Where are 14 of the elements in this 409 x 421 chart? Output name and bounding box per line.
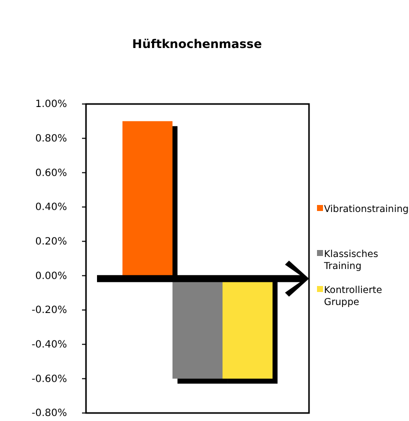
- y-tick-label: -0.80%: [32, 408, 67, 420]
- y-tick-label: -0.20%: [32, 305, 67, 316]
- y-tick-label: 0.40%: [35, 202, 67, 214]
- y-tick-label: 1.00%: [35, 99, 67, 110]
- y-tick-label: -0.60%: [32, 374, 67, 385]
- y-tick-label: -0.40%: [32, 340, 67, 351]
- y-tick-label: 0.80%: [35, 134, 67, 145]
- legend-label: Vibrationstraining: [324, 204, 409, 215]
- legend-label: Kontrollierte Gruppe: [324, 285, 382, 308]
- y-tick-label: 0.20%: [35, 236, 67, 248]
- legend-label: Klassisches Training: [323, 249, 378, 272]
- y-tick-label: 0.60%: [35, 168, 67, 179]
- chart-title: Hüftknochenmasse: [132, 37, 262, 51]
- y-tick-label: 0.00%: [35, 270, 67, 282]
